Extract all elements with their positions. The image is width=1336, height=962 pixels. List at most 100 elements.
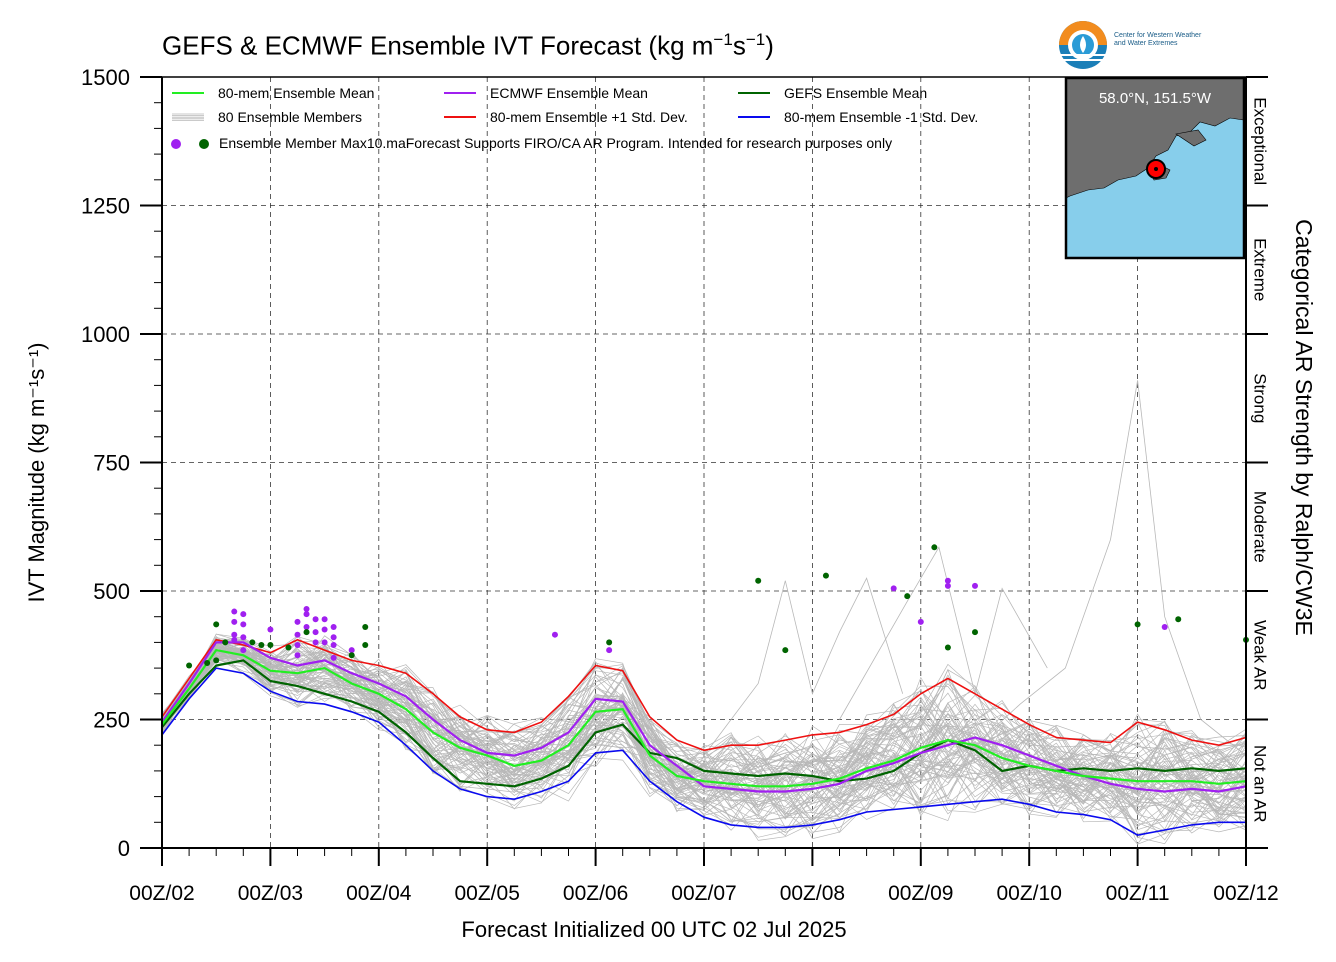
ensemble-member-line (161, 642, 1247, 816)
ecmwf-max-point (303, 611, 310, 618)
x-axis-label: Forecast Initialized 00 UTC 02 Jul 2025 (461, 917, 846, 942)
gefs-max-point (267, 641, 274, 648)
ecmwf-max-point (231, 631, 238, 638)
x-tick-label: 00Z/04 (346, 882, 412, 905)
inset-border (1064, 76, 1246, 260)
x-tick-label: 00Z/10 (997, 882, 1062, 905)
ensemble-member-line (161, 651, 1247, 816)
ar-category-label: Not an AR (1251, 745, 1270, 823)
ensemble-member-line (161, 653, 1247, 828)
ecmwf-max-point (231, 618, 238, 625)
x-tick-label: 00Z/12 (1213, 882, 1278, 905)
gefs-max-point (944, 644, 951, 651)
x-tick-label: 00Z/09 (888, 882, 953, 905)
ecmwf-max-point (231, 608, 238, 615)
series-line-ecmwf (161, 641, 1247, 793)
ecmwf-max-point (348, 647, 355, 654)
x-tick-label: 00Z/11 (1106, 882, 1170, 905)
ar-category-label: Extreme (1251, 238, 1270, 301)
ecmwf-max-point (267, 626, 274, 633)
gefs-max-point (606, 639, 613, 646)
ecmwf-max-point (321, 639, 328, 646)
ecmwf-max-point (1161, 623, 1168, 630)
ecmwf-max-point (944, 577, 951, 584)
legend-label-gefs: GEFS Ensemble Mean (784, 85, 927, 101)
gefs-max-point (904, 593, 911, 600)
ensemble-member-line (839, 546, 1048, 720)
legend-swatch-ecmwf-max (171, 139, 181, 149)
ar-category-label: Exceptional (1251, 97, 1270, 185)
y-tick-label: 1250 (81, 194, 130, 219)
gefs-max-point (213, 657, 220, 664)
ensemble-member-line (161, 648, 1247, 799)
x-tick-label: 00Z/05 (455, 882, 520, 905)
ecmwf-max-point (890, 585, 897, 592)
x-tick-label: 00Z/07 (671, 882, 736, 905)
ensemble-member-line (161, 649, 1247, 798)
ensemble-member-line (161, 648, 1247, 841)
ar-category-label: Strong (1251, 373, 1270, 423)
series-line-plus (161, 638, 1247, 752)
x-tick-label: 00Z/08 (780, 882, 845, 905)
ensemble-member-line (161, 654, 1247, 831)
ecmwf-max-point (917, 618, 924, 625)
gefs-max-point (303, 629, 310, 636)
gefs-max-point (204, 659, 211, 666)
y-tick-label: 0 (118, 836, 130, 861)
ecmwf-max-point (294, 652, 301, 659)
y-tick-label: 1500 (81, 65, 130, 90)
cw3e-logo: Center for Western Weather and Water Ext… (1056, 18, 1246, 74)
axes: 0 250 500 750 1000 1250 1500 00Z/02 00Z/03 00Z/04… (24, 65, 1317, 942)
legend-label-members: 80 Ensemble Members (218, 109, 362, 125)
ensemble-member-line (161, 650, 1247, 823)
ar-category-label: Weak AR (1251, 620, 1270, 691)
ensemble-member-line (161, 648, 1247, 793)
gefs-max-point (755, 577, 762, 584)
ecmwf-max-point (240, 621, 247, 628)
ecmwf-max-point (294, 631, 301, 638)
ecmwf-max-point (294, 641, 301, 648)
gefs-max-point (258, 641, 265, 648)
ensemble-member-line (161, 650, 1247, 831)
gefs-max-point (1134, 621, 1141, 628)
ecmwf-max-point (312, 616, 319, 623)
x-tick-label: 00Z/02 (129, 882, 194, 905)
ensemble-member-line (161, 651, 1247, 834)
inset-location-label: 58.0°N, 151.5°W (1098, 90, 1212, 107)
ensemble-members (161, 380, 1247, 845)
ensemble-member-line (703, 577, 904, 756)
gefs-max-point (822, 572, 829, 579)
gefs-max-point (972, 629, 978, 636)
ecmwf-max-point (330, 634, 337, 641)
ensemble-member-line (161, 642, 1247, 782)
cw3e-logo-icon (1059, 21, 1107, 69)
gefs-max-point (1175, 616, 1182, 623)
ensemble-member-line (161, 653, 1247, 845)
ecmwf-max-point (330, 654, 337, 661)
ecmwf-max-point (551, 631, 558, 638)
location-marker-center (1154, 167, 1158, 171)
legend-label-minus: 80-mem Ensemble -1 Std. Dev. (784, 109, 978, 125)
ecmwf-max-point (303, 623, 310, 630)
gefs-max-point (362, 623, 369, 630)
ensemble-member-line (161, 638, 1247, 779)
ensemble-member-line (161, 635, 1247, 789)
ensemble-member-line (161, 642, 1247, 807)
gefs-max-point (186, 662, 193, 669)
ecmwf-max-point (303, 605, 310, 612)
x-tick-label: 00Z/06 (563, 882, 628, 905)
legend-label-max: Ensemble Member Max10.maForecast Support… (219, 135, 892, 151)
gefs-max-point (213, 621, 220, 628)
logo-text: Center for Western Weather and Water Ext… (1114, 32, 1202, 47)
series-line-mean80 (161, 648, 1247, 788)
ensemble-member-line (974, 380, 1247, 756)
ensemble-member-line (161, 645, 1247, 827)
gefs-max-point (285, 644, 292, 651)
y-tick-label: 1000 (81, 322, 130, 347)
legend-label-plus: 80-mem Ensemble +1 Std. Dev. (490, 109, 688, 125)
ecmwf-max-point (294, 618, 301, 625)
right-axis-label: Categorical AR Strength by Ralph/CW3E (1291, 219, 1317, 636)
max-points (186, 544, 1249, 669)
ecmwf-max-point (312, 629, 319, 636)
